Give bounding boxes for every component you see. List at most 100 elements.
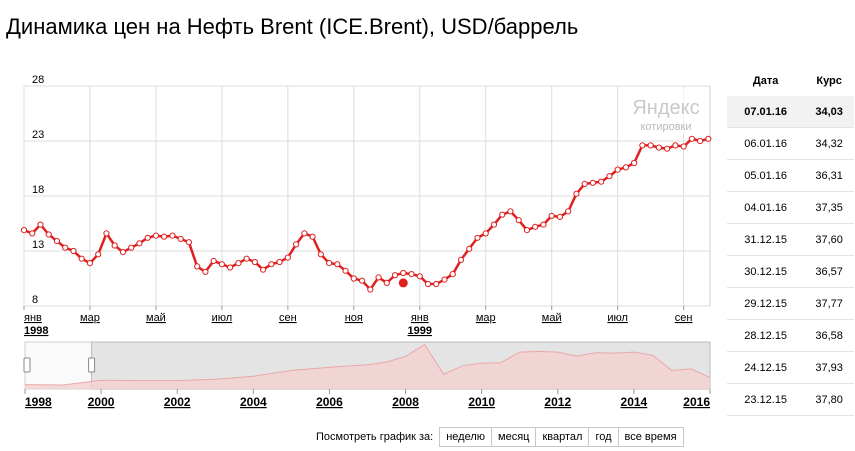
data-point[interactable] <box>515 217 522 224</box>
data-point[interactable] <box>260 266 267 273</box>
data-point[interactable] <box>424 280 432 288</box>
navigator-left-handle[interactable] <box>23 357 31 373</box>
navigator-year-label[interactable]: 2014 <box>621 395 648 409</box>
data-point[interactable] <box>309 233 316 240</box>
data-point[interactable] <box>664 145 671 152</box>
data-point[interactable] <box>86 260 94 267</box>
data-point[interactable] <box>499 211 506 218</box>
data-point[interactable] <box>243 255 250 262</box>
data-point[interactable] <box>218 261 225 268</box>
data-point[interactable] <box>606 173 613 180</box>
data-point[interactable] <box>194 263 201 270</box>
data-point[interactable] <box>441 276 448 283</box>
data-point[interactable] <box>152 232 160 239</box>
data-point[interactable] <box>202 268 209 275</box>
data-point[interactable] <box>358 277 366 284</box>
data-point[interactable] <box>556 213 564 220</box>
data-point[interactable] <box>334 261 341 268</box>
navigator-year-label[interactable]: 1998 <box>25 395 52 409</box>
data-point[interactable] <box>433 280 440 288</box>
navigator-year-label[interactable]: 2002 <box>164 395 191 409</box>
data-point[interactable] <box>680 143 687 150</box>
data-point[interactable] <box>589 179 597 186</box>
data-point[interactable] <box>548 212 555 219</box>
data-point[interactable] <box>482 230 489 237</box>
data-point[interactable] <box>268 261 275 268</box>
navigator-year-label[interactable]: 2016 <box>683 395 710 409</box>
navigator-year-label[interactable]: 2004 <box>240 395 267 409</box>
data-point[interactable] <box>20 227 28 234</box>
navigator-year-label[interactable]: 2010 <box>468 395 495 409</box>
highlight-point[interactable] <box>398 278 408 288</box>
data-point[interactable] <box>474 234 481 241</box>
data-point[interactable] <box>598 178 605 185</box>
data-point[interactable] <box>367 286 374 293</box>
data-point[interactable] <box>565 208 572 215</box>
data-point[interactable] <box>325 260 333 267</box>
data-point[interactable] <box>128 244 135 251</box>
data-point[interactable] <box>95 251 102 258</box>
data-point[interactable] <box>119 249 127 256</box>
data-point[interactable] <box>408 271 415 278</box>
data-point[interactable] <box>227 264 234 271</box>
data-point[interactable] <box>457 256 465 263</box>
data-point[interactable] <box>350 275 357 282</box>
data-point[interactable] <box>292 241 300 248</box>
navigator-year-label[interactable]: 2008 <box>392 395 419 409</box>
navigator-year-label[interactable]: 2000 <box>88 395 115 409</box>
period-year-button[interactable]: год <box>588 427 619 447</box>
data-point[interactable] <box>251 258 258 266</box>
data-point[interactable] <box>383 279 390 286</box>
data-point[interactable] <box>449 271 456 278</box>
data-point[interactable] <box>523 227 531 234</box>
data-point[interactable] <box>185 239 193 246</box>
data-point[interactable] <box>507 208 514 215</box>
data-point[interactable] <box>672 142 679 149</box>
data-point[interactable] <box>78 255 85 262</box>
data-point[interactable] <box>37 221 44 228</box>
data-point[interactable] <box>342 267 349 274</box>
data-point[interactable] <box>697 137 704 145</box>
data-point[interactable] <box>532 223 539 230</box>
navigator-year-label[interactable]: 2006 <box>316 395 343 409</box>
data-point[interactable] <box>169 232 176 239</box>
data-point[interactable] <box>136 240 143 247</box>
data-point[interactable] <box>70 247 77 255</box>
data-point[interactable] <box>581 180 588 187</box>
data-point[interactable] <box>177 235 184 242</box>
data-point[interactable] <box>614 166 621 173</box>
data-point[interactable] <box>647 142 654 149</box>
data-point[interactable] <box>111 242 118 249</box>
data-point[interactable] <box>62 244 69 251</box>
data-point[interactable] <box>144 234 151 241</box>
data-point[interactable] <box>416 273 423 280</box>
data-point[interactable] <box>466 245 473 252</box>
data-point[interactable] <box>400 269 407 277</box>
navigator-window-handle[interactable] <box>88 357 96 373</box>
data-point[interactable] <box>639 142 646 149</box>
data-point[interactable] <box>573 190 580 197</box>
navigator-year-label[interactable]: 2012 <box>544 395 571 409</box>
data-point[interactable] <box>622 164 629 171</box>
data-point[interactable] <box>210 257 217 264</box>
period-all-button[interactable]: все время <box>617 427 684 447</box>
data-point[interactable] <box>45 231 52 238</box>
data-point[interactable] <box>391 272 399 279</box>
data-point[interactable] <box>53 238 61 245</box>
data-point[interactable] <box>301 230 308 237</box>
data-point[interactable] <box>161 233 168 240</box>
data-point[interactable] <box>540 221 547 228</box>
data-point[interactable] <box>317 251 324 258</box>
period-month-button[interactable]: месяц <box>491 427 537 447</box>
data-point[interactable] <box>284 254 291 261</box>
data-point[interactable] <box>235 260 242 267</box>
data-point[interactable] <box>688 135 695 142</box>
data-point[interactable] <box>103 230 110 237</box>
data-point[interactable] <box>490 221 498 228</box>
data-point[interactable] <box>655 144 662 151</box>
data-point[interactable] <box>29 230 36 237</box>
period-quarter-button[interactable]: квартал <box>535 427 590 447</box>
period-week-button[interactable]: неделю <box>439 427 493 447</box>
data-point[interactable] <box>375 274 382 281</box>
data-point[interactable] <box>705 135 712 142</box>
